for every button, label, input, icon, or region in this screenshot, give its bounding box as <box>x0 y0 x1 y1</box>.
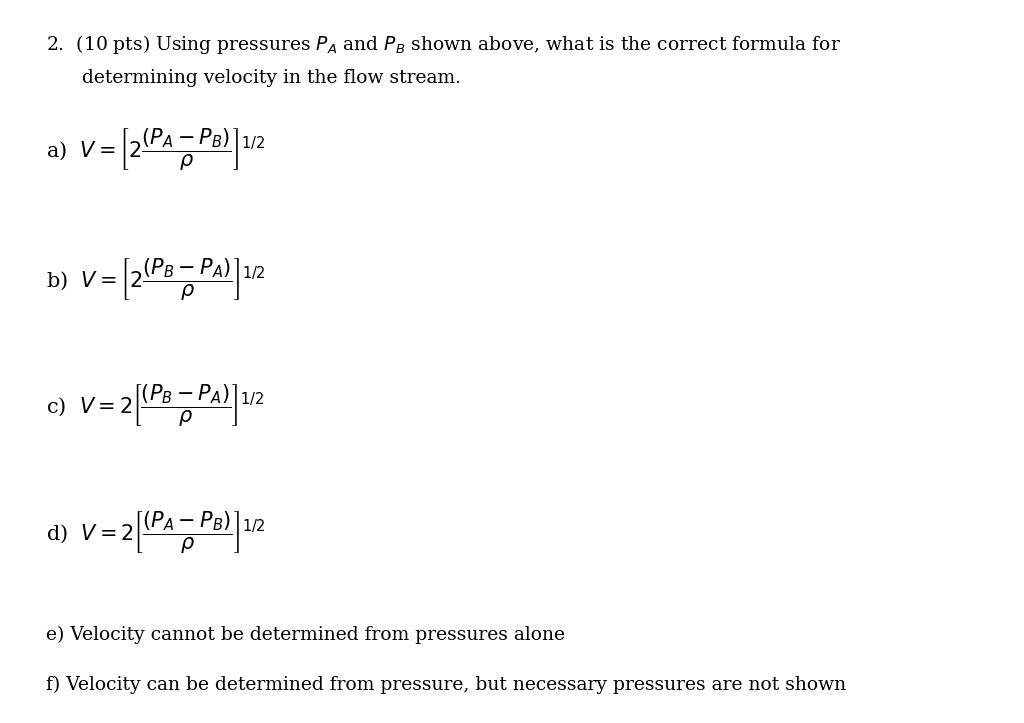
Text: c)  $V = 2\left[\dfrac{(P_B - P_A)}{\rho}\right]^{1/2}$: c) $V = 2\left[\dfrac{(P_B - P_A)}{\rho}… <box>46 383 264 429</box>
Text: determining velocity in the flow stream.: determining velocity in the flow stream. <box>46 69 461 87</box>
Text: a)  $V = \left[2\dfrac{(P_A - P_B)}{\rho}\right]^{1/2}$: a) $V = \left[2\dfrac{(P_A - P_B)}{\rho}… <box>46 127 265 173</box>
Text: 2.  (10 pts) Using pressures $P_A$ and $P_B$ shown above, what is the correct fo: 2. (10 pts) Using pressures $P_A$ and $P… <box>46 33 841 56</box>
Text: f) Velocity can be determined from pressure, but necessary pressures are not sho: f) Velocity can be determined from press… <box>46 676 846 694</box>
Text: b)  $V = \left[2\dfrac{(P_B - P_A)}{\rho}\right]^{1/2}$: b) $V = \left[2\dfrac{(P_B - P_A)}{\rho}… <box>46 257 266 303</box>
Text: e) Velocity cannot be determined from pressures alone: e) Velocity cannot be determined from pr… <box>46 625 565 643</box>
Text: d)  $V = 2\left[\dfrac{(P_A - P_B)}{\rho}\right]^{1/2}$: d) $V = 2\left[\dfrac{(P_A - P_B)}{\rho}… <box>46 510 266 556</box>
